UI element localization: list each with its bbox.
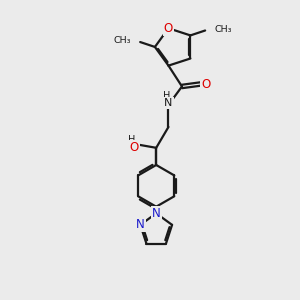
Text: H: H xyxy=(163,91,170,101)
Text: CH₃: CH₃ xyxy=(113,36,131,45)
Text: O: O xyxy=(130,141,139,154)
Text: O: O xyxy=(201,77,210,91)
Text: N: N xyxy=(164,98,173,108)
Text: CH₃: CH₃ xyxy=(215,25,232,34)
Text: H: H xyxy=(128,135,135,145)
Text: O: O xyxy=(164,22,173,35)
Text: N: N xyxy=(152,207,161,220)
Text: N: N xyxy=(136,218,145,231)
